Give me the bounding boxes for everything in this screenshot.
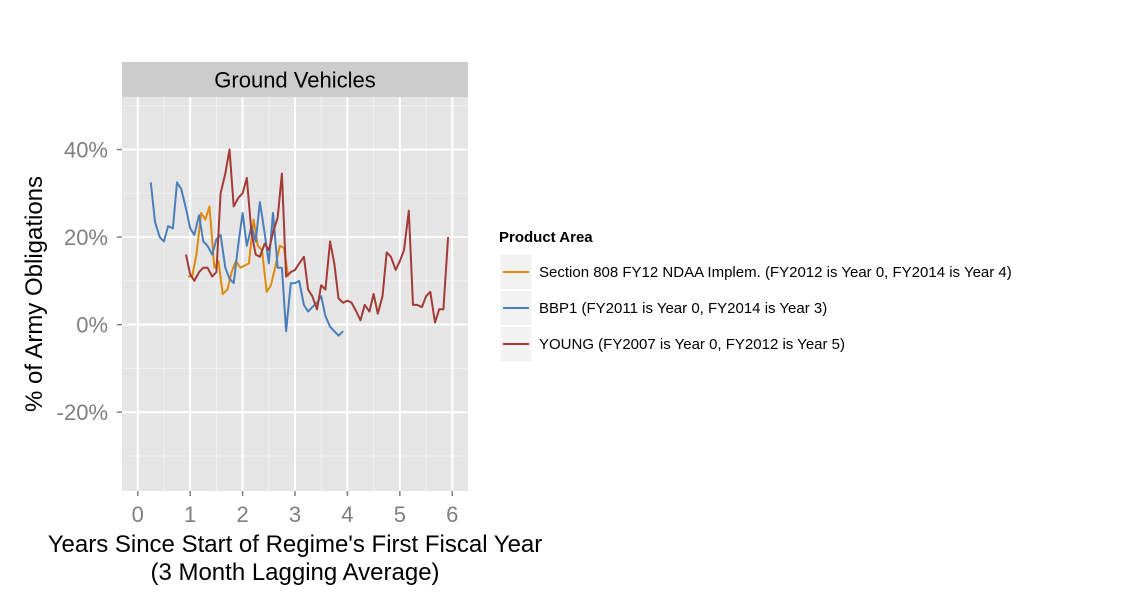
y-tick-label: -20% [57, 400, 108, 425]
x-axis: 0 1 2 3 4 5 6 [132, 491, 458, 527]
x-tick-label: 6 [446, 502, 458, 527]
x-tick-label: 4 [341, 502, 353, 527]
x-tick-label: 1 [184, 502, 196, 527]
x-tick-label: 0 [132, 502, 144, 527]
series-layer [149, 148, 450, 337]
facet-title: Ground Vehicles [214, 68, 375, 93]
x-tick-label: 2 [236, 502, 248, 527]
y-axis-label: % of Army Obligations [21, 176, 48, 412]
y-tick-label: 20% [64, 225, 108, 250]
major-gridlines [122, 97, 468, 491]
legend-label: YOUNG (FY2007 is Year 0, FY2012 is Year … [539, 336, 845, 353]
y-axis: -20% 0% 20% 40% [57, 138, 122, 425]
x-tick-label: 5 [394, 502, 406, 527]
legend-label: BBP1 (FY2011 is Year 0, FY2014 is Year 3… [539, 300, 827, 317]
x-axis-label: Years Since Start of Regime's First Fisc… [48, 531, 543, 558]
x-tick-label: 3 [289, 502, 301, 527]
series-line-2 [149, 181, 344, 337]
legend-label: Section 808 FY12 NDAA Implem. (FY2012 is… [539, 264, 1012, 281]
legend-items: Section 808 FY12 NDAA Implem. (FY2012 is… [499, 253, 1012, 363]
series-line-3 [185, 148, 450, 324]
x-axis-label-subtitle: (3 Month Lagging Average) [150, 559, 439, 586]
facet-strip [122, 62, 468, 97]
y-tick-label: 40% [64, 138, 108, 163]
y-tick-label: 0% [76, 313, 108, 338]
series-line-1 [188, 205, 290, 295]
legend: Product Area Section 808 FY12 NDAA Imple… [499, 229, 1012, 363]
legend-title: Product Area [499, 229, 593, 246]
